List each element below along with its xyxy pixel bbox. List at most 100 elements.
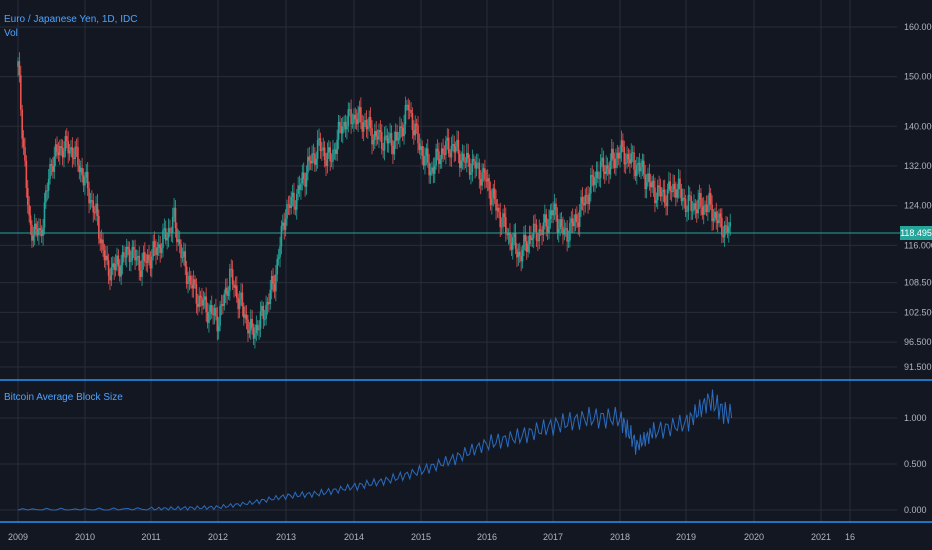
time-tick-label-4: 2013 bbox=[276, 532, 296, 542]
candle-body-500 bbox=[714, 211, 716, 218]
candle-body-317 bbox=[459, 153, 461, 168]
candle-body-8 bbox=[28, 205, 30, 216]
price-tick-label-6: 108.500 bbox=[904, 278, 932, 288]
candle-body-11 bbox=[32, 235, 35, 241]
candle-body-4 bbox=[22, 138, 25, 148]
candle-body-308 bbox=[446, 137, 449, 141]
candle-body-137 bbox=[208, 311, 210, 323]
candle-body-205 bbox=[302, 172, 305, 180]
candle-body-418 bbox=[599, 161, 602, 179]
candle-body-311 bbox=[450, 145, 453, 158]
candle-body-194 bbox=[287, 204, 290, 206]
candle-body-87 bbox=[138, 255, 141, 271]
candle-body-154 bbox=[231, 269, 234, 285]
candle-body-106 bbox=[164, 228, 167, 241]
candle-body-71 bbox=[116, 255, 118, 265]
candle-body-359 bbox=[517, 251, 520, 258]
candle-body-81 bbox=[130, 260, 132, 262]
candle-body-369 bbox=[531, 238, 534, 241]
candle-body-501 bbox=[715, 211, 718, 221]
candle-body-123 bbox=[188, 275, 191, 282]
candle-body-427 bbox=[612, 148, 614, 160]
candle-body-396 bbox=[569, 222, 571, 241]
time-tick-label-0: 2009 bbox=[8, 532, 28, 542]
candle-body-452 bbox=[647, 173, 649, 182]
candle-body-145 bbox=[219, 305, 221, 326]
time-axis[interactable]: 2009 2010 2011 2012 2013 2014 2015 2016 2017 2018… bbox=[8, 532, 855, 542]
candle-body-459 bbox=[656, 185, 659, 201]
candle-body-373 bbox=[537, 240, 539, 242]
candle-body-93 bbox=[146, 254, 149, 263]
candle-body-175 bbox=[261, 305, 263, 312]
candle-body-190 bbox=[282, 222, 284, 226]
candle-body-192 bbox=[284, 218, 287, 230]
candle-body-473 bbox=[676, 189, 679, 198]
candle-body-110 bbox=[170, 231, 173, 234]
candle-body-235 bbox=[344, 121, 347, 130]
candle-body-333 bbox=[481, 172, 483, 186]
candle-body-345 bbox=[498, 207, 500, 212]
candle-body-144 bbox=[217, 325, 220, 332]
candle-body-213 bbox=[314, 153, 316, 165]
candle-body-292 bbox=[424, 155, 426, 166]
candle-body-248 bbox=[362, 122, 365, 132]
candle-body-284 bbox=[413, 129, 415, 136]
lower-pane-title[interactable]: Bitcoin Average Block Size bbox=[4, 392, 123, 403]
candle-body-77 bbox=[124, 256, 127, 258]
price-tick-label-1: 150.000 bbox=[904, 72, 932, 82]
candle-body-466 bbox=[666, 189, 669, 207]
candle-body-91 bbox=[144, 252, 146, 262]
time-tick-label-9: 2018 bbox=[610, 532, 630, 542]
candle-body-86 bbox=[137, 255, 139, 258]
candle-body-401 bbox=[576, 214, 578, 223]
candle-body-240 bbox=[351, 123, 354, 125]
candle-body-206 bbox=[304, 179, 306, 187]
candle-body-285 bbox=[414, 123, 417, 136]
candle-body-410 bbox=[588, 193, 591, 205]
candle-body-178 bbox=[265, 304, 267, 319]
candle-body-211 bbox=[311, 153, 313, 164]
candle-body-261 bbox=[380, 131, 383, 149]
candle-body-269 bbox=[392, 145, 394, 155]
candle-body-360 bbox=[518, 251, 521, 256]
candle-body-344 bbox=[496, 207, 499, 211]
candle-body-298 bbox=[432, 167, 435, 174]
candle-body-97 bbox=[152, 241, 154, 257]
time-tick-label-2: 2011 bbox=[141, 532, 160, 542]
candle-body-286 bbox=[415, 123, 418, 126]
symbol-title[interactable]: Euro / Japanese Yen, 1D, IDC bbox=[4, 14, 138, 25]
candle-body-276 bbox=[401, 127, 404, 137]
candle-body-424 bbox=[608, 168, 610, 175]
candle-body-20 bbox=[45, 190, 47, 203]
candle-body-335 bbox=[484, 168, 486, 180]
candle-body-395 bbox=[567, 240, 570, 242]
candle-body-63 bbox=[105, 255, 107, 261]
candle-body-138 bbox=[209, 305, 212, 312]
block-size-axis[interactable]: 1.000 0.500 0.000 bbox=[904, 413, 927, 515]
candle-body-485 bbox=[693, 203, 695, 211]
candle-body-116 bbox=[178, 239, 181, 245]
candle-body-229 bbox=[336, 139, 338, 154]
time-tick-label-8: 2017 bbox=[543, 532, 563, 542]
candle-body-320 bbox=[463, 153, 465, 163]
candle-body-117 bbox=[180, 244, 182, 258]
candle-body-169 bbox=[252, 327, 255, 339]
candle-body-186 bbox=[276, 259, 279, 275]
candle-body-494 bbox=[705, 204, 708, 212]
candle-body-254 bbox=[371, 127, 373, 145]
candle-body-52 bbox=[89, 200, 92, 204]
candle-body-162 bbox=[242, 306, 245, 318]
candle-body-280 bbox=[407, 104, 410, 111]
candle-body-336 bbox=[485, 179, 488, 182]
candle-body-22 bbox=[47, 178, 50, 191]
volume-label[interactable]: Vol bbox=[4, 28, 18, 39]
candle-body-159 bbox=[238, 299, 241, 310]
candle-body-244 bbox=[357, 112, 359, 125]
candle-body-46 bbox=[81, 167, 83, 176]
price-axis[interactable]: 160.000 150.000 140.000 132.000 124.000 116.0… bbox=[904, 22, 932, 372]
candle-body-323 bbox=[467, 152, 469, 159]
candle-body-465 bbox=[665, 203, 667, 207]
candle-body-295 bbox=[428, 162, 430, 176]
